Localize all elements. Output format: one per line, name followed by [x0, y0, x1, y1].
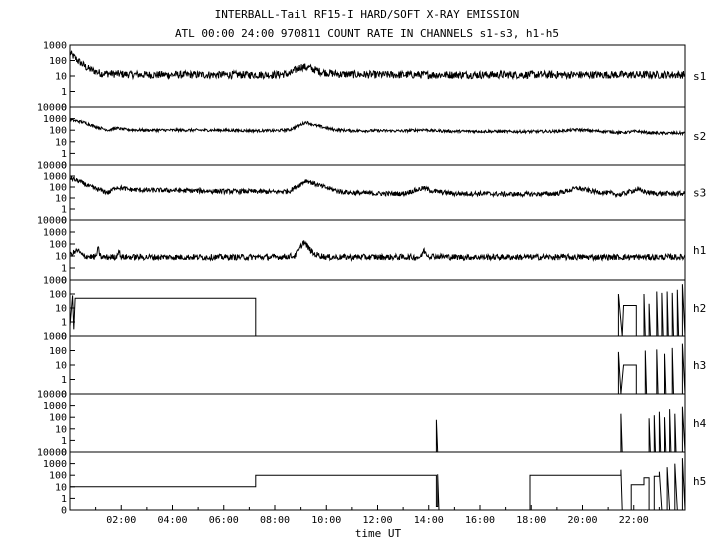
x-tick-label: 18:00	[516, 515, 546, 526]
y-tick-label: 1	[61, 87, 67, 98]
x-tick-label: 06:00	[209, 515, 239, 526]
series-trace-h5	[70, 458, 686, 511]
y-tick-label: 10	[55, 304, 67, 315]
y-tick-label: 0	[61, 216, 67, 227]
y-tick-label: 1000	[43, 401, 67, 412]
y-tick-label: 1000	[43, 459, 67, 470]
panel-frame	[69, 164, 686, 221]
y-tick-label: 1	[61, 149, 67, 160]
y-tick-label: 100	[49, 413, 67, 424]
y-tick-label: 100	[49, 346, 67, 357]
y-tick-label: 100	[49, 290, 67, 301]
y-tick-label: 10	[55, 424, 67, 435]
channel-label: h2	[693, 302, 706, 315]
series-trace-h1	[69, 239, 686, 262]
y-tick-label: 1000	[43, 332, 67, 343]
y-tick-label: 1000	[43, 228, 67, 239]
y-tick-label: 10	[55, 137, 67, 148]
x-axis-label: time UT	[355, 527, 402, 540]
panel-frame	[69, 393, 686, 453]
channel-label: h1	[693, 244, 706, 257]
y-tick-label: 10000	[37, 216, 67, 227]
x-tick-label: 12:00	[362, 515, 392, 526]
y-tick-label: 0	[61, 506, 67, 517]
y-tick-label: 10000	[37, 161, 67, 172]
y-tick-label: 0	[61, 448, 67, 459]
y-tick-label: 10	[55, 482, 67, 493]
panel-frame	[69, 451, 686, 511]
y-tick-label: 1000	[43, 276, 67, 287]
x-tick-label: 22:00	[619, 515, 649, 526]
chart-subtitle: ATL 00:00 24:00 970811 COUNT RATE IN CHA…	[175, 27, 559, 40]
y-tick-label: 100	[49, 126, 67, 137]
x-tick-label: 14:00	[414, 515, 444, 526]
channel-label: s2	[693, 130, 706, 143]
y-tick-label: 10	[55, 252, 67, 263]
series-trace-h2	[69, 284, 686, 337]
y-tick-label: 1	[61, 375, 67, 386]
channel-label: h5	[693, 475, 706, 488]
x-tick-label: 04:00	[157, 515, 187, 526]
panels-group: 10001001010s11000010001001010s2100001000…	[37, 41, 707, 517]
y-tick-label: 1	[61, 205, 67, 216]
series-trace-h3	[70, 343, 686, 395]
panel-frame	[69, 106, 686, 166]
x-tick-label: 10:00	[311, 515, 341, 526]
chart-title: INTERBALL-Tail RF15-I HARD/SOFT X-RAY EM…	[215, 8, 520, 21]
channel-label: s3	[693, 187, 706, 200]
series-trace-s2	[69, 118, 686, 137]
series-trace-s1	[69, 50, 686, 81]
y-tick-label: 1	[61, 264, 67, 275]
y-tick-label: 100	[49, 240, 67, 251]
channel-label: s1	[693, 70, 706, 83]
y-tick-label: 1000	[43, 172, 67, 183]
y-tick-label: 10000	[37, 390, 67, 401]
y-tick-label: 0	[61, 161, 67, 172]
y-tick-label: 100	[49, 471, 67, 482]
y-tick-label: 100	[49, 56, 67, 67]
x-tick-label: 20:00	[567, 515, 597, 526]
y-tick-label: 10	[55, 72, 67, 83]
y-tick-label: 10000	[37, 103, 67, 114]
y-tick-label: 0	[61, 276, 67, 287]
y-tick-label: 0	[61, 103, 67, 114]
y-tick-label: 1	[61, 494, 67, 505]
panel-frame	[69, 335, 686, 395]
y-tick-label: 10	[55, 361, 67, 372]
x-tick-label: 16:00	[465, 515, 495, 526]
y-tick-label: 100	[49, 183, 67, 194]
y-tick-label: 10000	[37, 448, 67, 459]
channel-label: h3	[693, 359, 706, 372]
y-tick-label: 1	[61, 436, 67, 447]
panel-frame	[69, 219, 686, 281]
x-tick-label: 08:00	[260, 515, 290, 526]
y-tick-label: 0	[61, 332, 67, 343]
y-tick-label: 1	[61, 318, 67, 329]
x-tick-label: 02:00	[106, 515, 136, 526]
y-tick-label: 10	[55, 194, 67, 205]
y-tick-label: 1000	[43, 41, 67, 52]
x-axis: 02:00 04:00 06:00 08:00 10:00 12:00 14:00 16:00…	[95, 505, 660, 526]
channel-label: h4	[693, 417, 707, 430]
y-tick-label: 1000	[43, 114, 67, 125]
y-tick-label: 0	[61, 390, 67, 401]
panel-frame	[69, 279, 686, 337]
series-trace-s3	[69, 175, 686, 199]
series-trace-h4	[70, 406, 686, 453]
